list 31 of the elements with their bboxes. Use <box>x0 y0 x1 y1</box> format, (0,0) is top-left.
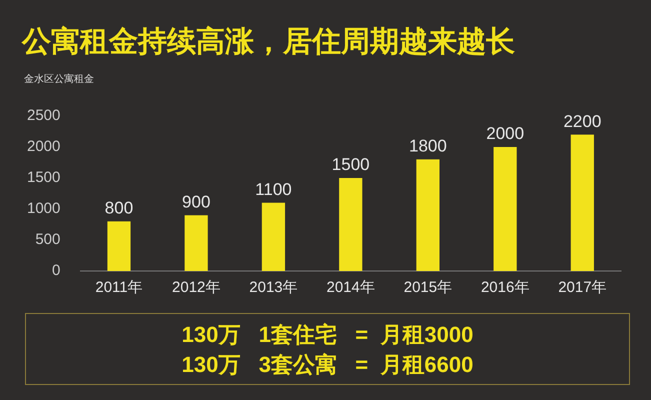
text: 130万 3套公寓 = 月租6600 <box>180 351 474 379</box>
y-tick-label: 2500 <box>26 107 60 124</box>
data-label: 1800 <box>409 136 447 156</box>
chart-subtitle: 金水区公寓租金 <box>24 72 94 86</box>
bar <box>184 215 208 271</box>
bar <box>262 202 286 271</box>
x-tick-label: 2016年 <box>480 279 530 296</box>
bar <box>494 147 517 271</box>
x-tick-label: 2012年 <box>172 279 220 296</box>
bar <box>107 221 131 271</box>
y-tick-label: 500 <box>35 231 60 248</box>
text: 130万 1套住宅 = 月租3000 <box>180 321 474 349</box>
x-tick-label: 2014年 <box>326 279 375 296</box>
bar <box>570 134 594 271</box>
data-label: 1100 <box>255 180 292 199</box>
data-label: 2200 <box>563 112 602 131</box>
y-tick-label: 0 <box>52 262 60 280</box>
bar <box>339 178 362 271</box>
y-tick-label: 2000 <box>26 138 60 156</box>
y-tick-label: 1500 <box>26 169 60 186</box>
chart-title: 公寓租金持续高涨，居住周期越来越长 <box>22 23 515 60</box>
x-tick-label: 2017年 <box>558 279 607 296</box>
bar <box>416 159 440 271</box>
x-tick-label: 2015年 <box>404 279 452 296</box>
data-label: 1500 <box>332 155 370 174</box>
data-label: 900 <box>182 192 210 212</box>
x-tick-label: 2013年 <box>249 279 298 296</box>
data-label: 2000 <box>486 124 524 144</box>
data-label: 800 <box>104 198 134 218</box>
y-tick-label: 1000 <box>26 200 60 218</box>
x-tick-label: 2011年 <box>95 279 143 296</box>
